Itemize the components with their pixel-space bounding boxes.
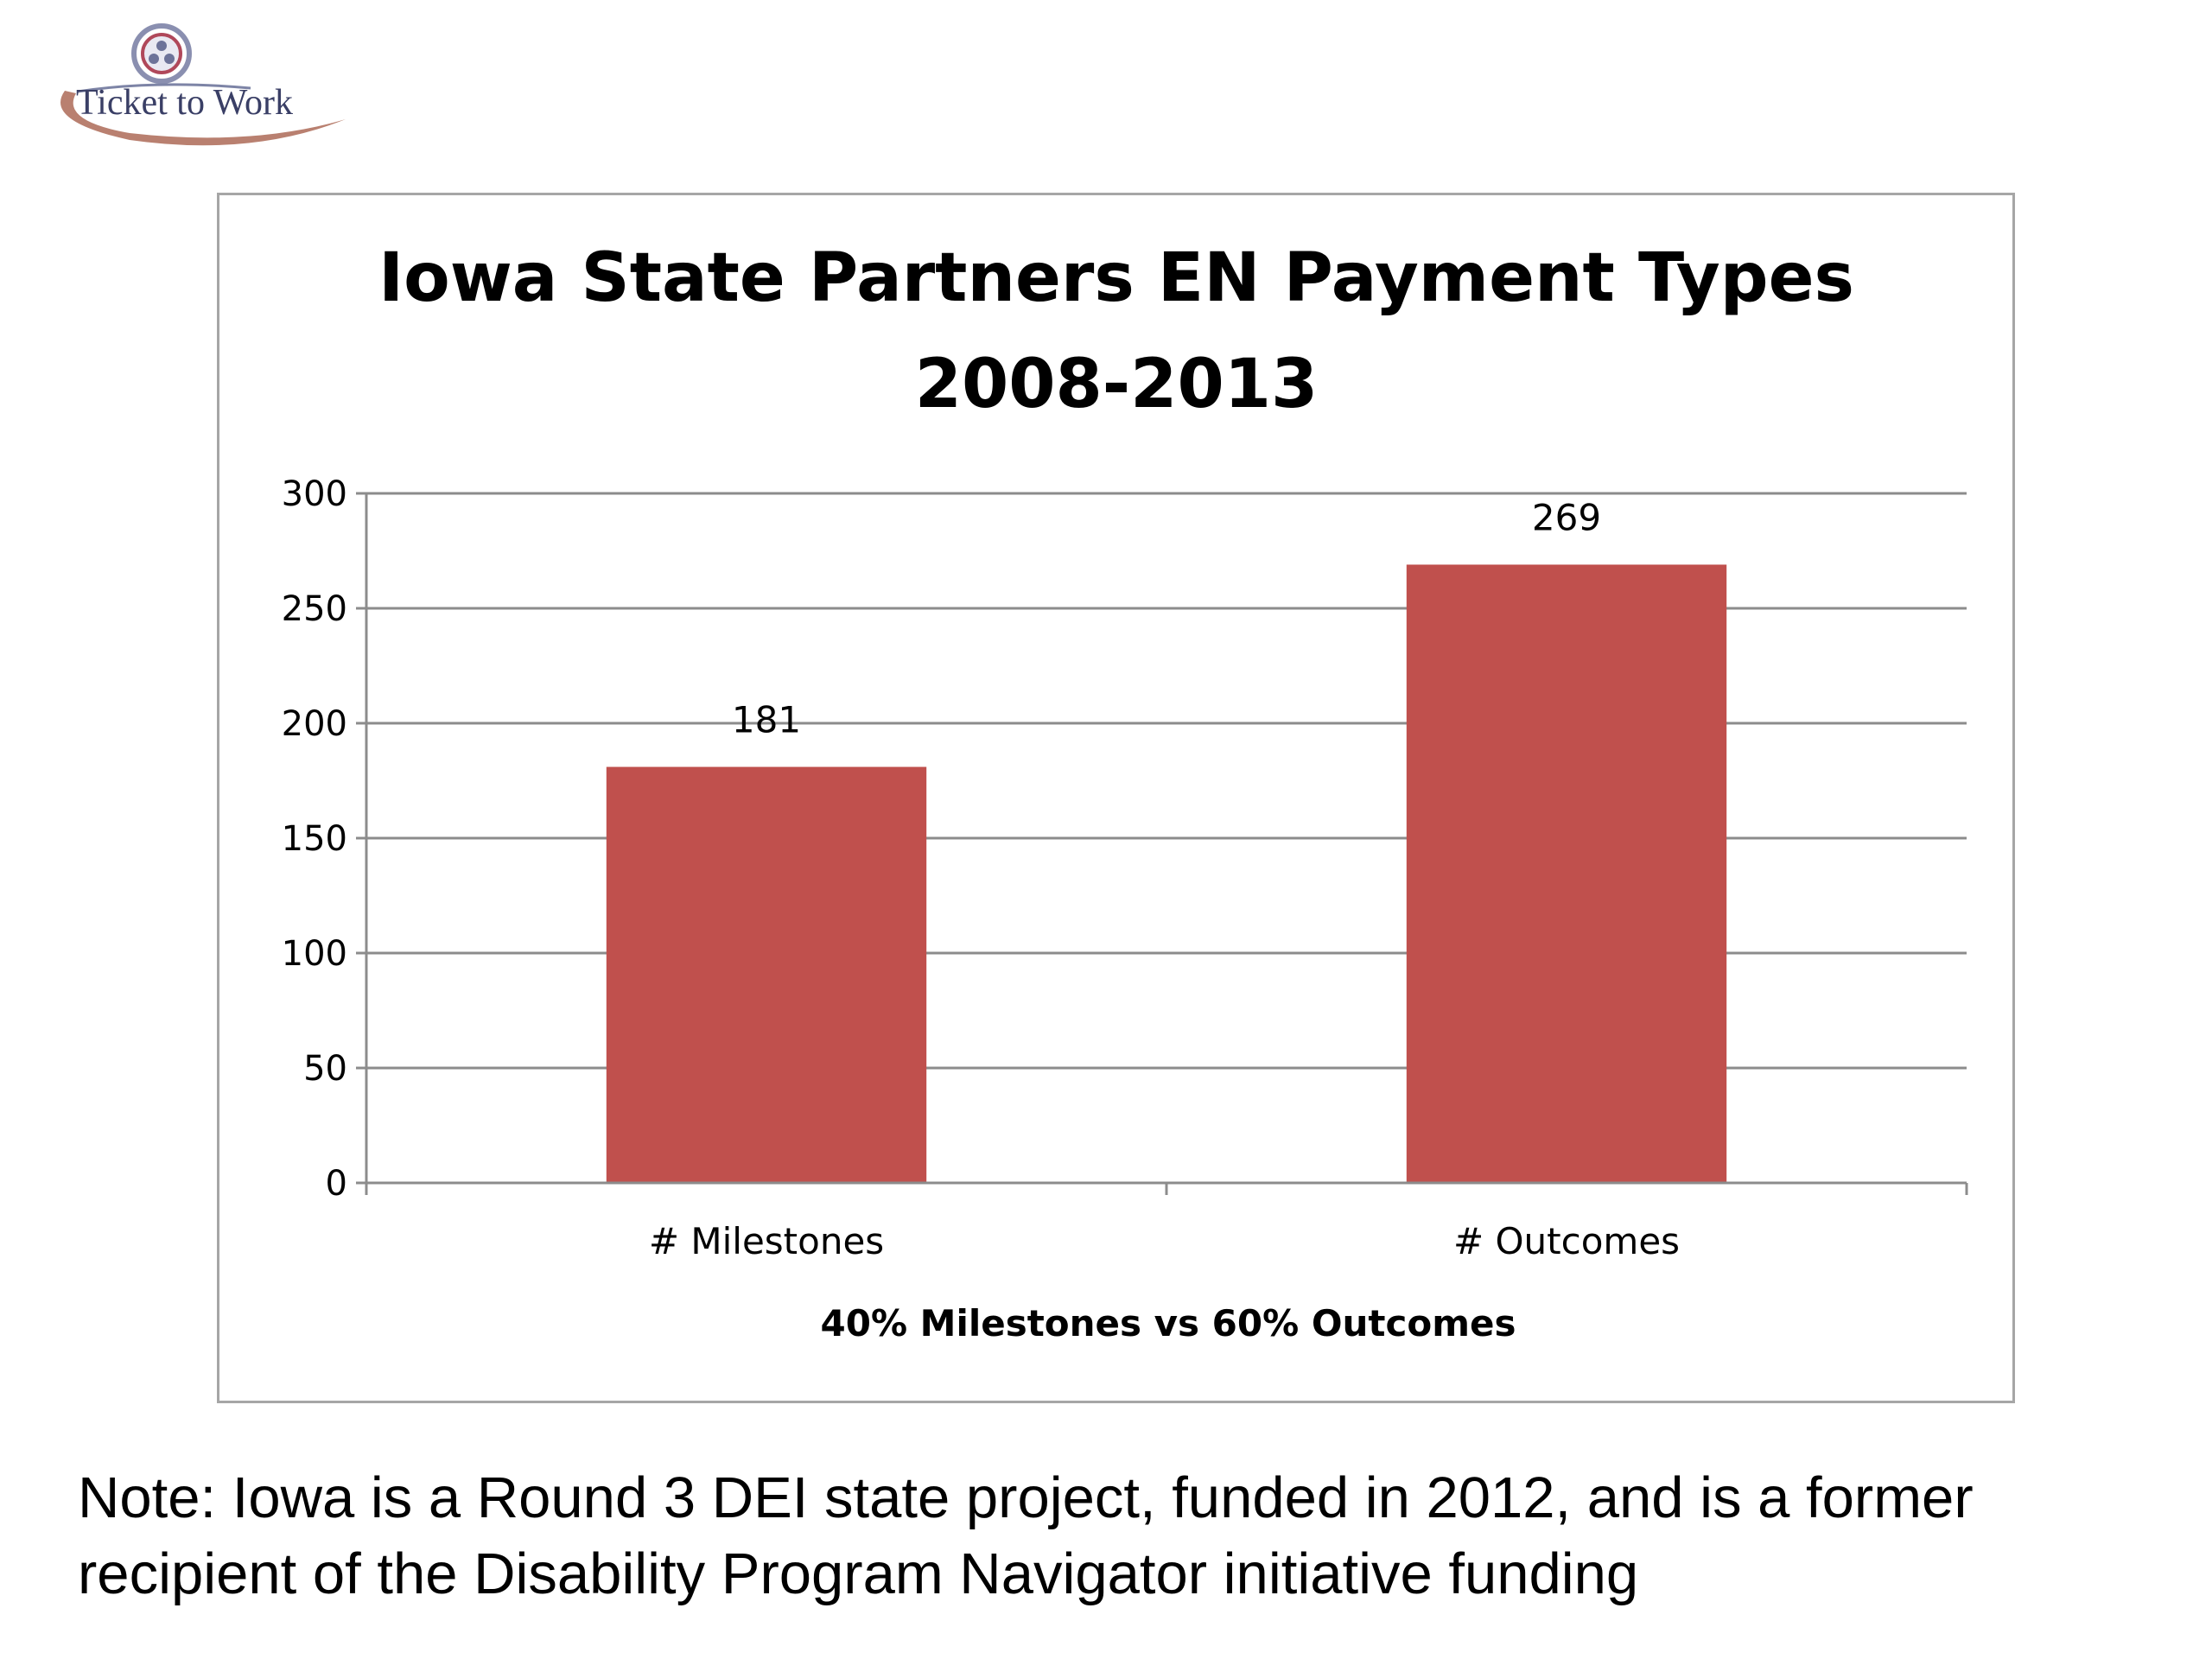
category-label-2: # Outcomes <box>1453 1220 1680 1262</box>
bar-chart: Iowa State Partners EN Payment Types 200… <box>282 239 1968 1344</box>
y-tick-label: 100 <box>282 934 347 974</box>
bar-2 <box>1406 564 1727 1183</box>
axes <box>356 492 1968 1195</box>
chart-title-line-1: Iowa State Partners EN Payment Types <box>378 239 1854 317</box>
y-tick-label: 200 <box>282 704 347 744</box>
ticket-to-work-logo: Ticket to Work <box>60 23 346 146</box>
y-tick-label: 300 <box>282 474 347 514</box>
footnote: Note: Iowa is a Round 3 DEI state projec… <box>78 1465 1974 1606</box>
chart-title-line-2: 2008-2013 <box>915 346 1319 423</box>
x-axis-title: 40% Milestones vs 60% Outcomes <box>821 1302 1516 1344</box>
category-label-1: # Milestones <box>649 1220 884 1262</box>
bars <box>606 564 1727 1183</box>
labels: 0 50 100 150 200 250 300 181 # Milestones 269 # Ou… <box>282 474 1680 1262</box>
data-label-1: 181 <box>732 699 801 741</box>
data-label-2: 269 <box>1532 496 1601 538</box>
y-tick-label: 50 <box>303 1049 347 1089</box>
logo-emblem-icon <box>131 23 192 84</box>
bar-1 <box>606 766 927 1183</box>
y-tick-label: 0 <box>326 1164 347 1204</box>
y-tick-label: 150 <box>282 819 347 859</box>
chart-panel: Iowa State Partners EN Payment Types 200… <box>217 193 2015 1403</box>
logo-text: Ticket to Work <box>76 83 293 123</box>
y-tick-label: 250 <box>282 589 347 629</box>
